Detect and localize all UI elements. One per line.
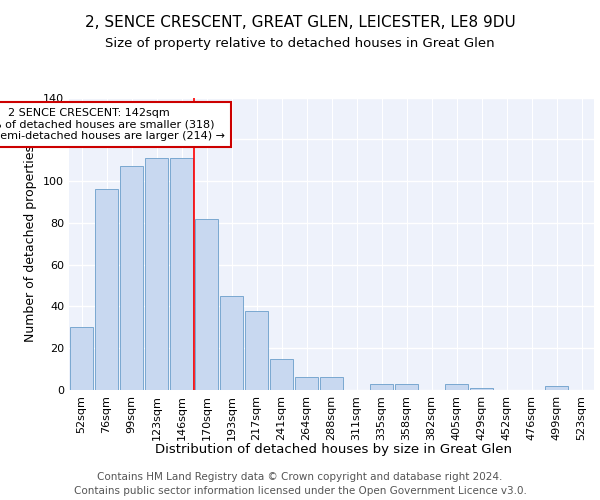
Text: Contains HM Land Registry data © Crown copyright and database right 2024.: Contains HM Land Registry data © Crown c… (97, 472, 503, 482)
Bar (70, 328, 93, 390)
Y-axis label: Number of detached properties: Number of detached properties (25, 145, 37, 342)
Bar (120, 166, 143, 390)
Bar (270, 358, 293, 390)
Bar (145, 158, 168, 390)
Bar (245, 310, 268, 390)
Text: Size of property relative to detached houses in Great Glen: Size of property relative to detached ho… (105, 38, 495, 51)
Text: Distribution of detached houses by size in Great Glen: Distribution of detached houses by size … (155, 442, 512, 456)
Bar (370, 384, 393, 390)
Text: Contains public sector information licensed under the Open Government Licence v3: Contains public sector information licen… (74, 486, 526, 496)
Bar (395, 384, 418, 390)
Text: 2 SENCE CRESCENT: 142sqm
← 59% of detached houses are smaller (318)
40% of semi-: 2 SENCE CRESCENT: 142sqm ← 59% of detach… (0, 108, 226, 141)
Bar (295, 378, 318, 390)
Bar (320, 378, 343, 390)
Text: 2, SENCE CRESCENT, GREAT GLEN, LEICESTER, LE8 9DU: 2, SENCE CRESCENT, GREAT GLEN, LEICESTER… (85, 15, 515, 30)
Bar (470, 388, 493, 390)
Bar (220, 296, 243, 390)
Bar (170, 158, 193, 390)
Bar (445, 384, 468, 390)
Bar (195, 218, 218, 390)
Bar (545, 386, 568, 390)
Bar (95, 190, 118, 390)
